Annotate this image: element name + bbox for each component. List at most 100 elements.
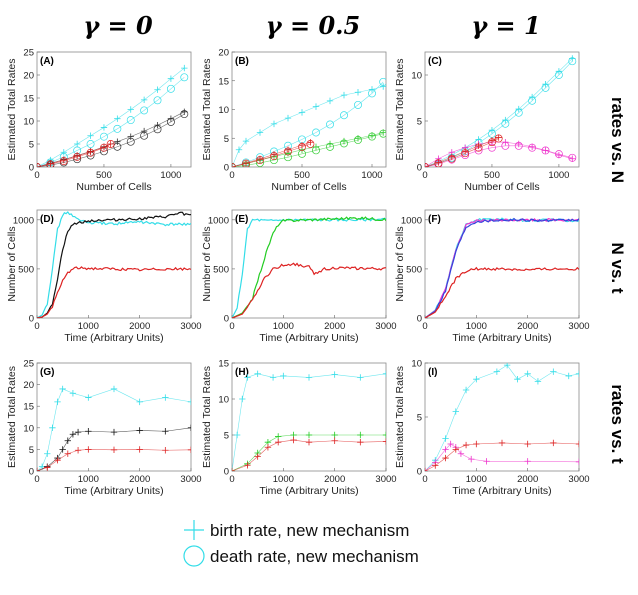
panel-E-xtick-label: 2000 xyxy=(324,321,345,332)
panel-A-point xyxy=(140,96,148,104)
panel-G-point xyxy=(44,450,51,457)
panel-H-point xyxy=(275,439,282,446)
panel-A-trend xyxy=(37,67,185,167)
panel-D-xtick-label: 3000 xyxy=(180,321,201,332)
panel-C-trend xyxy=(425,145,573,167)
panel-H-point xyxy=(357,431,364,439)
panel-A-point xyxy=(73,152,82,161)
panel-I-ytick-label: 0 xyxy=(417,467,422,478)
panel-C-frame xyxy=(424,51,580,168)
panel-H-point xyxy=(357,439,364,446)
panel-I-point xyxy=(447,440,454,448)
panel-G-point xyxy=(74,428,82,436)
panel-B-point xyxy=(379,77,386,86)
panel-I-xtick-label: 0 xyxy=(422,474,427,485)
panel-G-ytick-label: 25 xyxy=(23,359,34,370)
panel-I-point xyxy=(534,378,542,385)
panel-A-point xyxy=(100,143,108,152)
panel-D-line xyxy=(37,266,191,318)
panel-A-point xyxy=(60,149,67,156)
panel-I-trend xyxy=(425,364,579,471)
panel-I-series-cyan xyxy=(425,363,579,471)
panel-E-ylabel: Number of Cells xyxy=(201,226,213,301)
panel-H-point xyxy=(305,431,313,439)
panel-H-plot-area xyxy=(232,370,386,471)
panel-H-series-red xyxy=(232,436,386,471)
panel-I-xtick-label: 2000 xyxy=(517,474,538,485)
panel-B-point xyxy=(312,128,320,137)
column-header-gamma-0: γ = 0 xyxy=(83,11,153,40)
panel-H-series-cyan xyxy=(232,370,386,471)
legend: birth rate, new mechanism death rate, ne… xyxy=(183,520,419,567)
panel-D-frame xyxy=(36,209,192,319)
panel-H-xtick-label: 2000 xyxy=(324,474,345,485)
panel-G-point xyxy=(110,446,118,454)
panel-G-point xyxy=(69,390,77,397)
panel-G-xtick-label: 2000 xyxy=(129,474,150,485)
panel-C-xtick-label: 1000 xyxy=(548,170,569,181)
panel-A-ylabel: Estimated Total Rates xyxy=(6,59,18,161)
panel-G-plot-area xyxy=(37,385,191,471)
panel-H-point xyxy=(244,374,251,381)
panel-D-series-cyan xyxy=(37,211,191,318)
panel-F-series-red xyxy=(425,266,579,318)
panel-A-point xyxy=(181,64,188,72)
panel-I-point xyxy=(468,455,475,463)
panel-G-point xyxy=(187,446,191,454)
panel-H-point xyxy=(357,374,364,381)
panel-D-ytick-label: 500 xyxy=(18,264,34,275)
panel-I-point xyxy=(575,458,579,466)
panel-B-point xyxy=(306,140,315,148)
panel-C-trend xyxy=(425,58,573,167)
panel-H-point xyxy=(382,438,386,445)
panel-C-trend xyxy=(425,138,499,167)
panel-I-point xyxy=(503,363,511,369)
panel-G: 0 1000 2000 3000 0 5 10 15 20 25 Time (Arbitrary U… xyxy=(6,359,202,498)
panel-F-ytick-label: 1000 xyxy=(401,215,422,226)
panel-B-plot-area xyxy=(232,77,386,167)
panel-H-point xyxy=(290,436,297,444)
panel-E-ytick-label: 1000 xyxy=(208,215,229,226)
panel-A-trend xyxy=(37,143,111,167)
panel-H-ytick-label: 5 xyxy=(224,431,229,442)
panel-A-point xyxy=(153,125,162,134)
panel-G-ytick-label: 10 xyxy=(23,423,34,434)
panel-C-point xyxy=(569,155,576,162)
panel-A-ytick-label: 10 xyxy=(23,117,34,128)
panel-I-point xyxy=(473,376,480,383)
panel-A-xtick-label: 500 xyxy=(96,170,112,181)
column-header-gamma-1: γ = 1 xyxy=(471,11,540,40)
panel-I-point xyxy=(457,450,465,457)
panel-E-xtick-label: 3000 xyxy=(375,321,396,332)
panel-H-point xyxy=(254,453,261,460)
panel-B-point xyxy=(368,132,376,141)
panel-B-point xyxy=(354,89,362,96)
panel-D-xtick-label: 1000 xyxy=(78,321,99,332)
panel-I-point xyxy=(432,462,439,469)
panel-A-point xyxy=(100,124,108,131)
panel-G-point xyxy=(44,464,51,471)
panel-F-series-blue xyxy=(425,217,579,318)
panel-I-point xyxy=(524,370,531,377)
panel-G-point xyxy=(64,437,71,444)
panel-I-series-red xyxy=(425,439,579,471)
panel-C-point xyxy=(461,149,470,158)
panel-H-point xyxy=(382,431,386,439)
panel-B-series-cyan-births xyxy=(232,83,386,167)
panel-D-label: (D) xyxy=(40,214,54,225)
panel-G-xtick-label: 1000 xyxy=(78,474,99,485)
panel-C-point xyxy=(528,143,536,150)
panel-D-xtick-label: 2000 xyxy=(129,321,150,332)
panel-A-series-cyan-births xyxy=(37,64,188,167)
panel-C-point xyxy=(488,138,496,147)
panel-I-xlabel: Time (Arbitrary Units) xyxy=(452,485,551,497)
panel-H-point xyxy=(382,370,386,377)
panel-H-point xyxy=(331,437,338,444)
panel-I-series-magenta xyxy=(425,440,579,471)
panel-A-point xyxy=(126,116,135,125)
panel-A-ytick-label: 20 xyxy=(23,71,34,82)
panel-G-point xyxy=(64,450,71,457)
panel-E-line xyxy=(232,216,386,318)
panel-A-xlabel: Number of Cells xyxy=(76,181,151,193)
